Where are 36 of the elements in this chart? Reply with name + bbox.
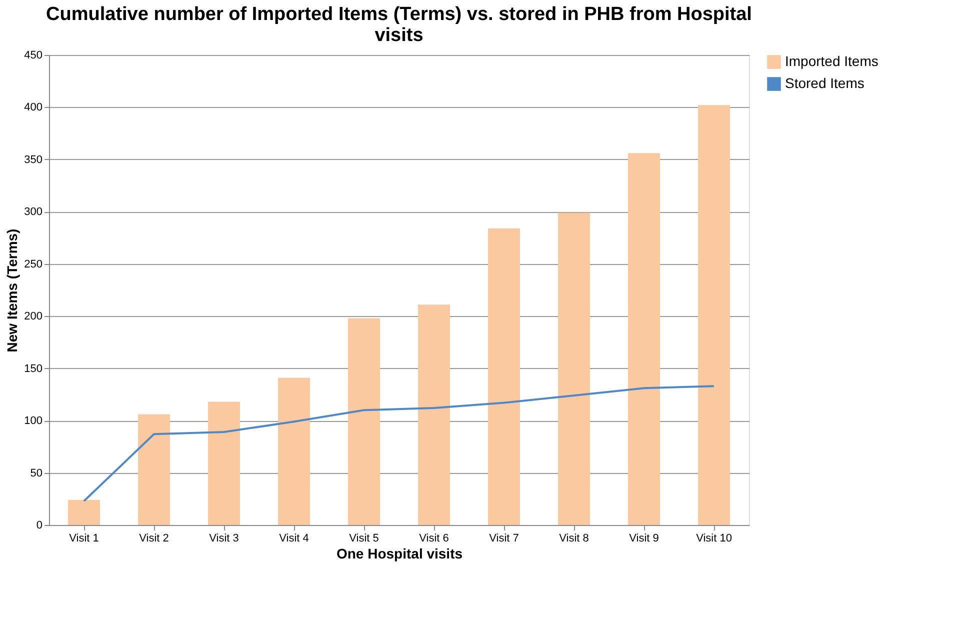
bar [208, 402, 240, 525]
legend-label: Stored Items [785, 75, 864, 91]
bar [628, 153, 660, 525]
x-tick-label: Visit 2 [139, 532, 169, 544]
chart-title: Cumulative number of Imported Items (Terms) vs. stored in PHB from Hospital visits [46, 4, 752, 46]
y-tick-label: 100 [24, 415, 42, 428]
legend-label: Imported Items [785, 53, 878, 69]
y-tick-label: 300 [24, 206, 42, 218]
y-tick-label: 400 [24, 102, 42, 114]
bar [488, 228, 520, 525]
x-tick-label: Visit 6 [419, 532, 449, 544]
x-tick-label: Visit 8 [559, 532, 589, 544]
y-tick-label: 450 [24, 50, 42, 62]
bar [68, 500, 100, 525]
y-axis-title: New Items (Terms) [4, 228, 20, 352]
line-series [83, 385, 715, 502]
y-tick-label: 50 [30, 467, 42, 480]
x-tick-label: Visit 3 [209, 532, 239, 544]
bar [138, 414, 170, 525]
y-tick-label: 350 [24, 154, 42, 166]
y-tick-label: 200 [24, 310, 42, 323]
bar [558, 212, 590, 525]
bar [698, 105, 730, 525]
bar [348, 318, 380, 525]
y-tick-label: 250 [24, 258, 42, 270]
bar [278, 378, 310, 525]
y-tick-label: 0 [36, 520, 42, 532]
x-tick-label: Visit 5 [349, 532, 379, 544]
x-axis-title: One Hospital visits [336, 546, 463, 562]
y-tick-label: 150 [24, 362, 42, 375]
x-tick-label: Visit 9 [629, 532, 659, 544]
x-tick-label: Visit 1 [69, 532, 99, 544]
x-tick-label: Visit 4 [279, 532, 309, 544]
bar [418, 304, 450, 525]
x-tick-label: Visit 7 [489, 532, 519, 544]
x-tick-label: Visit 10 [696, 532, 732, 544]
